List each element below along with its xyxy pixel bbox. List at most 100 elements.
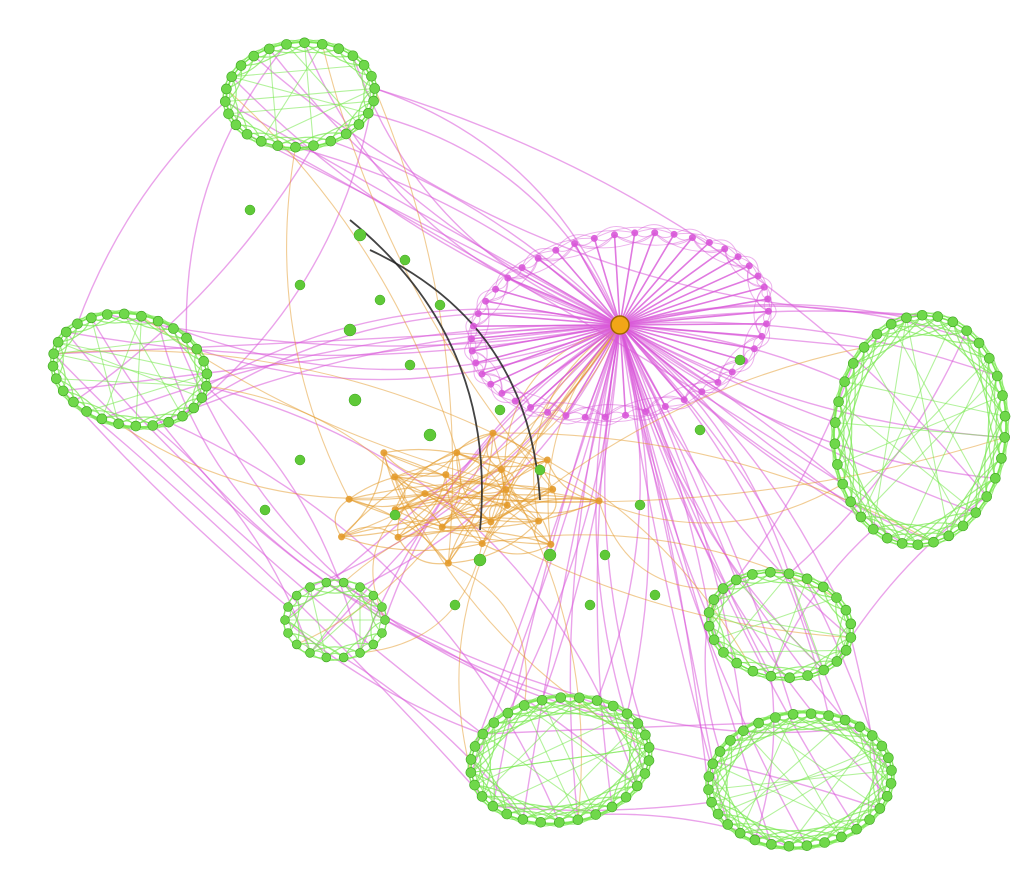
- mid-node: [498, 466, 505, 473]
- cluster-node: [958, 521, 968, 531]
- cluster-node: [201, 381, 211, 391]
- inter-cluster-edge: [225, 102, 620, 325]
- hub-spoke-node: [527, 404, 534, 411]
- scattered-node: [635, 500, 645, 510]
- mid-node: [442, 471, 449, 478]
- cluster-edge: [720, 717, 775, 751]
- cluster-chord: [229, 101, 374, 114]
- scattered-node: [245, 205, 255, 215]
- hub-spoke-node: [681, 396, 688, 403]
- cluster-node: [832, 656, 842, 666]
- cluster-node: [929, 537, 939, 547]
- mid-node: [547, 541, 554, 548]
- cluster-node: [784, 841, 794, 851]
- cluster-node: [718, 584, 728, 594]
- network-diagram: [0, 0, 1024, 872]
- cluster-node: [718, 647, 728, 657]
- cluster-node: [231, 120, 241, 130]
- cluster-node: [182, 333, 192, 343]
- cluster-node: [748, 666, 758, 676]
- inter-cluster-edge: [63, 325, 620, 391]
- cluster-node: [377, 628, 386, 637]
- cluster-node: [886, 778, 896, 788]
- scattered-node: [695, 425, 705, 435]
- cluster-node: [322, 578, 331, 587]
- hub-spoke-node: [735, 253, 742, 260]
- cluster-node: [519, 700, 529, 710]
- cluster-node: [341, 129, 351, 139]
- cluster-edge: [976, 458, 1002, 512]
- cluster-node: [819, 665, 829, 675]
- cluster-node: [58, 386, 68, 396]
- cluster-node: [502, 809, 512, 819]
- cluster-node: [369, 640, 378, 649]
- cluster-node: [281, 39, 291, 49]
- inter-cluster-edge: [63, 391, 288, 607]
- cluster-node: [917, 310, 927, 320]
- cluster-node: [574, 693, 584, 703]
- cluster-node: [466, 754, 476, 764]
- scattered-node: [600, 550, 610, 560]
- cluster-node: [886, 765, 896, 775]
- cluster-node: [306, 648, 315, 657]
- cluster-node: [754, 718, 764, 728]
- hub-spoke-node: [764, 295, 771, 302]
- cluster-node: [114, 419, 124, 429]
- cluster-node: [290, 142, 300, 152]
- cluster-node: [998, 391, 1008, 401]
- cluster-node: [948, 317, 958, 327]
- mid-node: [489, 430, 496, 437]
- cluster-node: [803, 671, 813, 681]
- mid-node: [549, 486, 556, 493]
- scattered-node: [585, 600, 595, 610]
- mid-node: [544, 456, 551, 463]
- inter-cluster-edge: [77, 102, 225, 324]
- scattered-node: [295, 280, 305, 290]
- cluster-node: [53, 337, 63, 347]
- cluster-node: [518, 814, 528, 824]
- mid-node: [421, 490, 428, 497]
- cluster-chord: [471, 747, 649, 772]
- cluster-node: [875, 803, 885, 813]
- inter-cluster-edge: [620, 325, 793, 714]
- cluster-node: [632, 781, 642, 791]
- cluster-node: [202, 369, 212, 379]
- hub-spoke-node: [729, 368, 736, 375]
- cluster-node: [852, 824, 862, 834]
- cluster-node: [168, 324, 178, 334]
- hub-spoke-node: [622, 412, 629, 419]
- cluster-node: [732, 658, 742, 668]
- cluster-node: [339, 578, 348, 587]
- cluster-node: [317, 39, 327, 49]
- cluster-node: [765, 567, 775, 577]
- cluster-node: [750, 835, 760, 845]
- cluster-node: [832, 593, 842, 603]
- cluster-node: [503, 708, 513, 718]
- hub-spoke-node: [492, 286, 499, 293]
- hub-spoke-node: [611, 231, 618, 238]
- cluster-node: [982, 492, 992, 502]
- scattered-node: [344, 324, 356, 336]
- cluster-node: [832, 459, 842, 469]
- cluster-node: [830, 418, 840, 428]
- cluster-node: [859, 342, 869, 352]
- mid-to-cluster-edge: [448, 563, 526, 705]
- inter-cluster-edge: [353, 56, 620, 325]
- cluster-node: [766, 671, 776, 681]
- scattered-node: [650, 590, 660, 600]
- cluster-node: [192, 344, 202, 354]
- hub-spoke-node: [478, 370, 485, 377]
- cluster-node: [868, 524, 878, 534]
- cluster-node: [824, 711, 834, 721]
- cluster-node: [882, 533, 892, 543]
- cluster-node: [148, 421, 158, 431]
- mid-node: [445, 560, 452, 567]
- scattered-node: [375, 295, 385, 305]
- cluster-node: [366, 71, 376, 81]
- mid-node: [596, 497, 603, 504]
- hub-spoke-node: [472, 359, 479, 366]
- cluster-node: [370, 83, 380, 93]
- cluster-node: [788, 709, 798, 719]
- hub-spoke-node: [761, 284, 768, 291]
- cluster-node: [897, 538, 907, 548]
